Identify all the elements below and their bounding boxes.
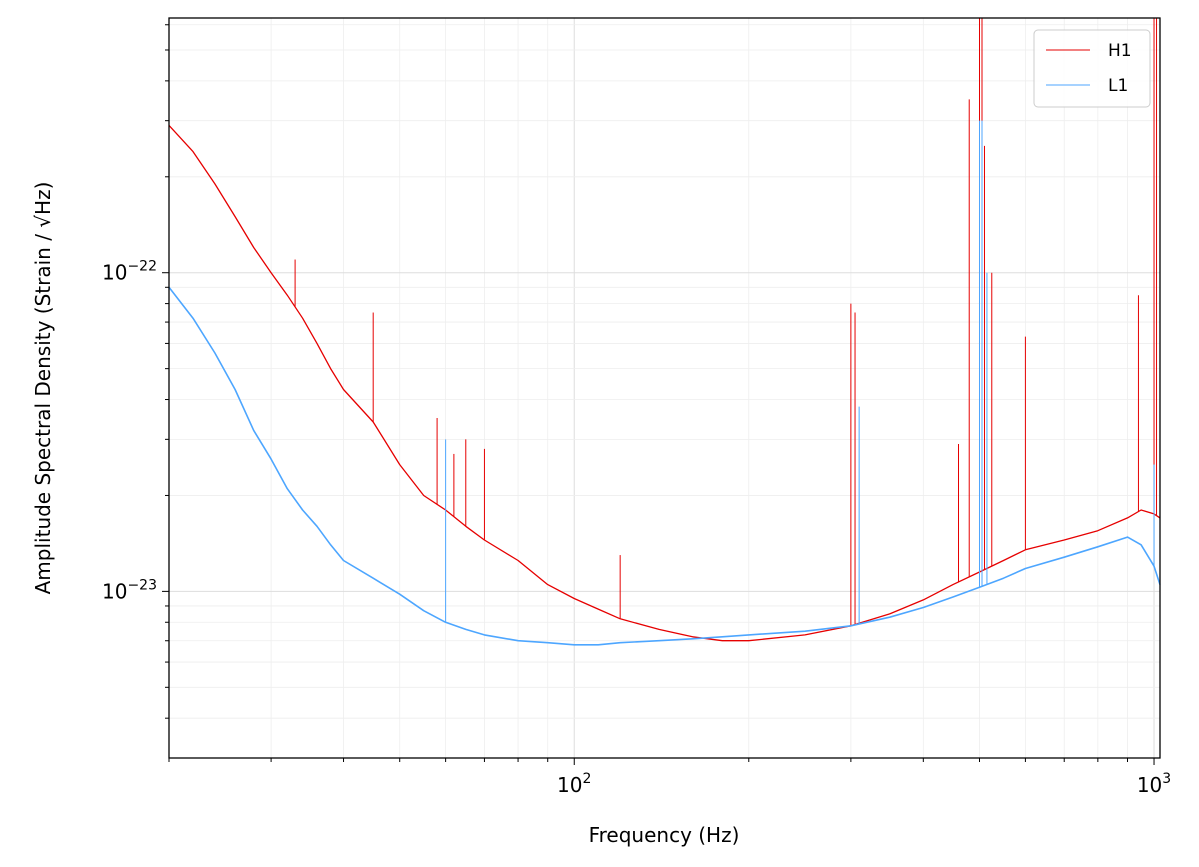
y-tick-label: 10−22 — [102, 259, 157, 285]
x-tick-label: 103 — [1137, 771, 1171, 797]
axes — [162, 17, 1161, 765]
series-layer — [168, 18, 1161, 646]
legend-label-l1: L1 — [1108, 76, 1128, 96]
series-h1 — [168, 18, 1161, 642]
legend-label-h1: H1 — [1108, 41, 1132, 61]
series-l1 — [168, 120, 1161, 646]
grid — [168, 18, 1160, 758]
tick-labels: 102 103 10−22 10−23 — [102, 259, 1171, 797]
x-axis-label: Frequency (Hz) — [589, 823, 740, 847]
plot-frame — [168, 17, 1161, 759]
legend: H1 L1 — [1033, 29, 1151, 108]
series-line-h1 — [168, 124, 1161, 642]
y-tick-label: 10−23 — [102, 577, 157, 603]
y-axis-label: Amplitude Spectral Density (Strain / √Hz… — [31, 182, 55, 595]
legend-box — [1033, 29, 1151, 108]
series-line-l1 — [168, 286, 1161, 646]
x-tick-label: 102 — [557, 771, 591, 797]
